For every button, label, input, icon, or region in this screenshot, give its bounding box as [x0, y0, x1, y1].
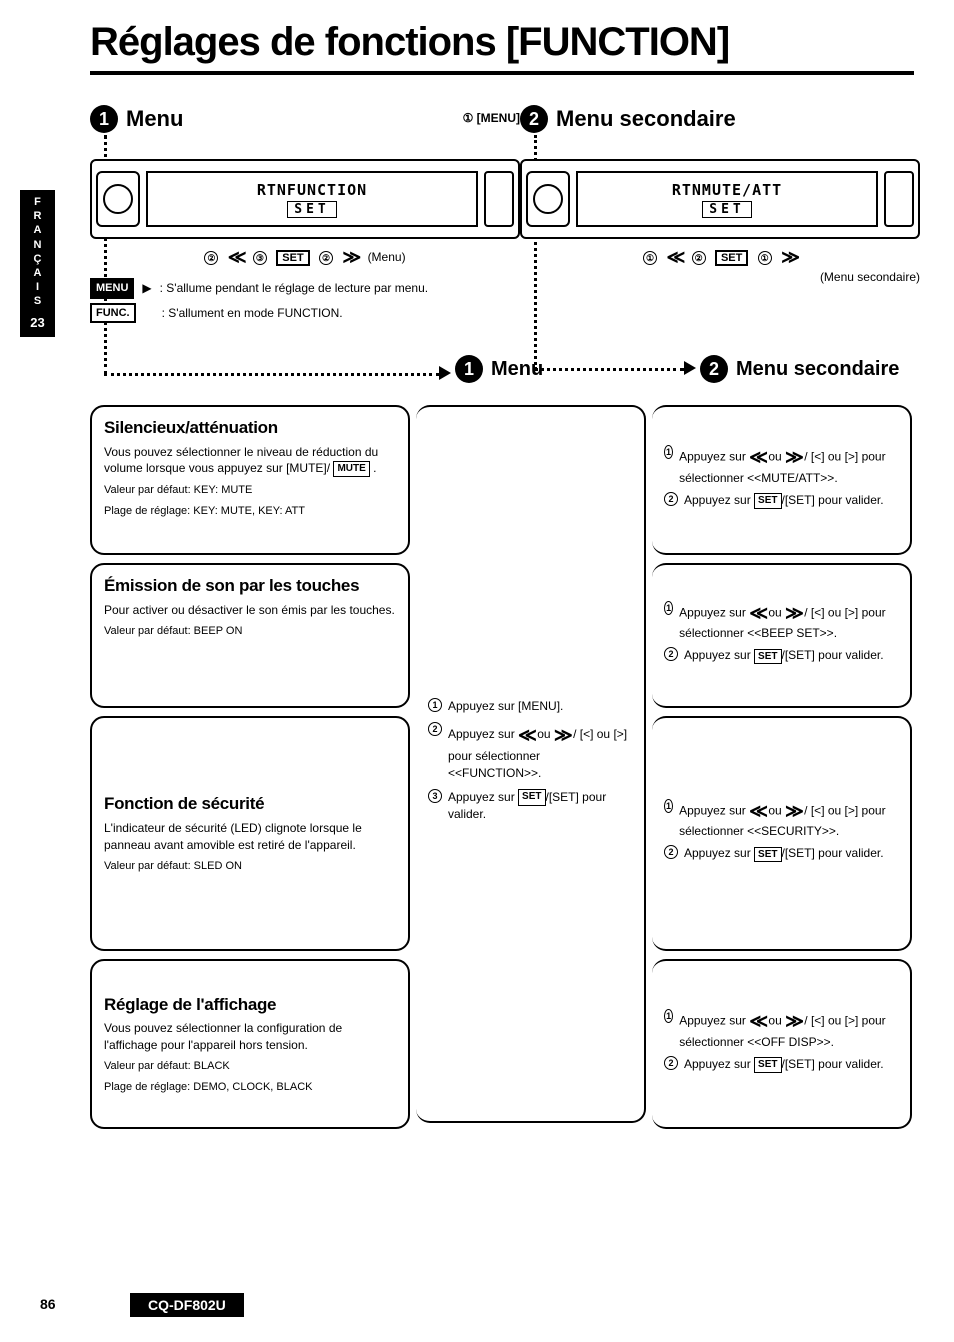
setting-security: Fonction de sécurité L'indicateur de séc…: [90, 716, 410, 951]
menu-column-1: 1 Menu ① [MENU] RTNFUNCTION SET ② ≪ ③ SE…: [90, 105, 520, 327]
set-button: SET: [715, 250, 748, 266]
step-badge: 1: [90, 105, 118, 133]
button-sequence: ① ≪ ② SET ① ≫: [520, 247, 920, 268]
column-descriptions: Silencieux/atténuation Vous pouvez sélec…: [90, 405, 410, 1129]
steps-display: 1Appuyez sur ≪ ou ≫ / [<] ou [>] pour sé…: [652, 959, 912, 1129]
dotted-line: [534, 368, 684, 371]
menu-heading: Menu secondaire: [556, 106, 736, 132]
menu-subheading: 1 Menu: [455, 355, 543, 383]
step-badge: 2: [520, 105, 548, 133]
setting-mute: Silencieux/atténuation Vous pouvez sélec…: [90, 405, 410, 555]
notes: MENU ▶ : S'allume pendant le réglage de …: [90, 278, 520, 323]
menu-button-label: ① [MENU]: [463, 111, 520, 125]
button-sequence: ② ≪ ③ SET ② ≫ (Menu): [90, 247, 520, 268]
head-unit-diagram: RTNFUNCTION SET: [90, 159, 520, 239]
arrow-icon: [439, 366, 451, 380]
page-number: 86: [40, 1296, 56, 1312]
lcd-readout: SET: [287, 201, 336, 218]
dotted-line: [104, 373, 439, 376]
steps-beep: 1Appuyez sur ≪ ou ≫ / [<] ou [>] pour sé…: [652, 563, 912, 708]
lower-grid: Silencieux/atténuation Vous pouvez sélec…: [90, 405, 914, 1129]
caption: (Menu secondaire): [520, 270, 920, 284]
mute-button: MUTE: [333, 461, 369, 477]
head-unit-diagram: RTNMUTE/ATT SET: [520, 159, 920, 239]
set-button: SET: [754, 649, 781, 665]
menu-subheading: 2 Menu secondaire: [700, 355, 899, 383]
set-button: SET: [754, 1057, 781, 1073]
setting-display: Réglage de l'affichage Vous pouvez sélec…: [90, 959, 410, 1129]
menu-heading: Menu: [126, 106, 183, 132]
column-submenu-steps: 1Appuyez sur ≪ ou ≫ / [<] ou [>] pour sé…: [652, 405, 912, 1129]
lcd-readout: RTNFUNCTION: [257, 181, 367, 199]
set-button: SET: [276, 250, 309, 266]
setting-beep: Émission de son par les touches Pour act…: [90, 563, 410, 708]
func-button: FUNC.: [90, 303, 136, 324]
set-button: SET: [754, 493, 781, 509]
upper-diagram: 1 Menu ① [MENU] RTNFUNCTION SET ② ≪ ③ SE…: [90, 105, 914, 425]
lcd-readout: RTNMUTE/ATT: [672, 181, 782, 199]
column-menu-steps: 1Appuyez sur [MENU]. 2Appuyez sur ≪ ou ≫…: [416, 405, 646, 1129]
menu-column-2: 2 Menu secondaire RTNMUTE/ATT SET ① ≪ ② …: [520, 105, 920, 284]
steps-security: 1Appuyez sur ≪ ou ≫ / [<] ou [>] pour sé…: [652, 716, 912, 951]
arrow-icon: [684, 361, 696, 375]
lcd-readout: SET: [702, 201, 751, 218]
page-title: Réglages de fonctions [FUNCTION]: [90, 20, 914, 65]
language-tab: F R A N Ç A I S 23: [20, 190, 55, 337]
steps-mute: 1Appuyez sur ≪ ou ≫ / [<] ou [>] pour sé…: [652, 405, 912, 555]
model-badge: CQ-DF802U: [130, 1293, 244, 1317]
set-button: SET: [754, 847, 781, 863]
set-button: SET: [518, 789, 545, 806]
menu-button: MENU: [90, 278, 134, 299]
title-rule: [90, 71, 914, 75]
